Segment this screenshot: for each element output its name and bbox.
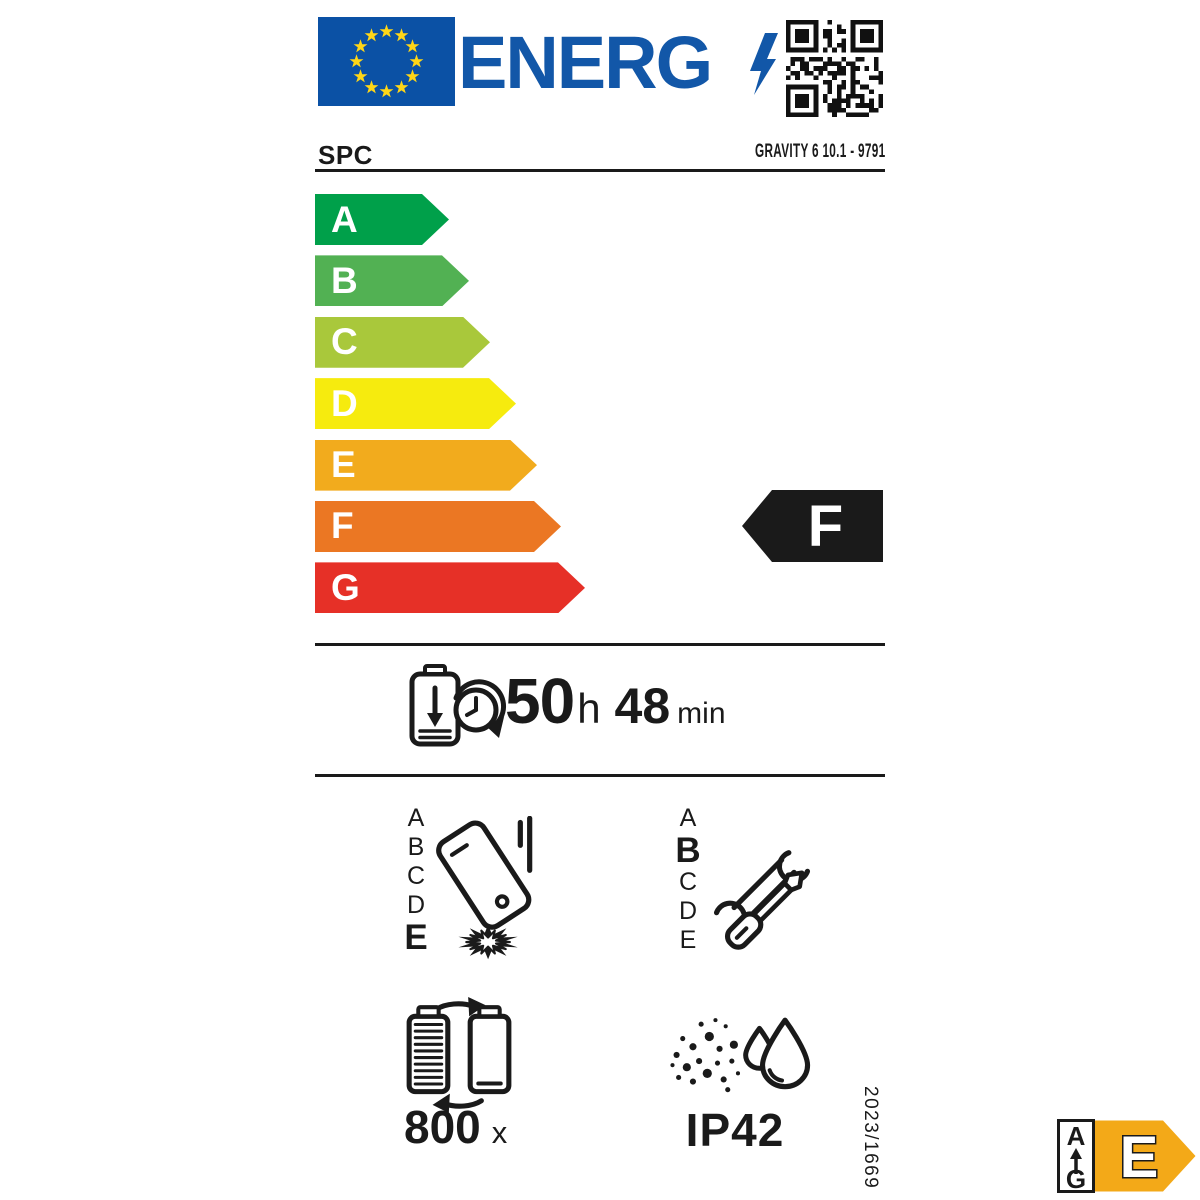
rated-class-arrow: F: [742, 490, 883, 562]
grade-letter-b-rated: B: [675, 831, 701, 870]
star-icon: [364, 80, 379, 94]
endurance-minutes: 48: [614, 678, 671, 734]
dust-water-drops-icon: [670, 1017, 811, 1093]
efficiency-bar-c: C: [315, 317, 490, 368]
star-icon: [379, 24, 394, 38]
star-icon: [353, 39, 368, 53]
efficiency-bar-d: D: [315, 378, 516, 429]
grade-letter-a: A: [679, 804, 697, 832]
grade-letter-d: D: [406, 891, 426, 919]
mini-tag-bottom-letter: G: [1066, 1164, 1086, 1193]
efficiency-bar-letter: C: [331, 321, 358, 363]
battery-cycle-icon: [406, 997, 512, 1113]
star-icon: [349, 54, 364, 68]
rated-class-letter: F: [807, 493, 844, 559]
qr-code-icon: [786, 20, 883, 117]
grade-letter-d: D: [678, 897, 698, 925]
model-number: GRAVITY 6 10.1 - 9791: [754, 141, 885, 162]
star-icon: [409, 54, 424, 68]
star-icon: [405, 69, 420, 83]
grade-letter-e: E: [679, 926, 697, 954]
grade-letter-c: C: [678, 868, 698, 896]
battery-clock-icon: [409, 664, 507, 747]
endurance-divider: [315, 774, 885, 777]
up-arrow-icon: [1070, 1148, 1082, 1159]
lightning-icon: [750, 33, 778, 95]
battery-endurance-value: 50 h 48 min: [505, 664, 726, 738]
efficiency-bar-letter: F: [331, 505, 354, 547]
mini-tag-rating-letter: E: [1120, 1125, 1159, 1190]
endurance-hours: 50: [505, 665, 575, 737]
energ-logo-text: ENERG: [458, 20, 713, 104]
battery-cycles-value: 800 x: [404, 1100, 507, 1154]
efficiency-bar-e: E: [315, 440, 537, 491]
efficiency-bar-b: B: [315, 255, 469, 306]
cycles-number: 800: [404, 1101, 481, 1153]
cycles-unit: x: [491, 1115, 508, 1150]
efficiency-bar-f: F: [315, 501, 561, 552]
star-icon: [353, 69, 368, 83]
efficiency-bar-g: G: [315, 562, 585, 613]
star-icon: [394, 80, 409, 94]
efficiency-bar-letter: G: [331, 566, 360, 608]
efficiency-bar-letter: B: [331, 259, 358, 301]
dust-particles: [670, 1018, 741, 1093]
scale-divider: [315, 643, 885, 646]
efficiency-bar-letter: D: [331, 382, 358, 424]
star-icon: [394, 28, 409, 42]
supplier-name: SPC: [318, 140, 373, 170]
star-icon: [405, 39, 420, 53]
mini-efficiency-tag: A G E: [1057, 1119, 1196, 1193]
regulation-number: 2023/1669: [860, 1086, 881, 1190]
grade-letter-a: A: [407, 804, 425, 832]
header-divider: [315, 169, 885, 172]
grade-letter-e-rated: E: [404, 918, 428, 957]
eu-flag-icon: [318, 17, 455, 106]
ip-rating: IP42: [685, 1104, 785, 1156]
endurance-minutes-unit: min: [677, 697, 726, 730]
endurance-hours-unit: h: [577, 685, 601, 732]
phone-drop-impact-icon: [436, 816, 533, 960]
efficiency-bar-letter: E: [331, 444, 356, 486]
efficiency-bar-letter: A: [331, 198, 358, 240]
grade-letter-c: C: [406, 862, 426, 890]
mini-tag-top-letter: A: [1067, 1121, 1086, 1151]
wrench-screwdriver-icon: [713, 850, 811, 950]
grade-letter-b: B: [407, 833, 425, 861]
star-icon: [364, 28, 379, 42]
star-icon: [379, 84, 394, 98]
efficiency-bar-a: A: [315, 194, 449, 245]
